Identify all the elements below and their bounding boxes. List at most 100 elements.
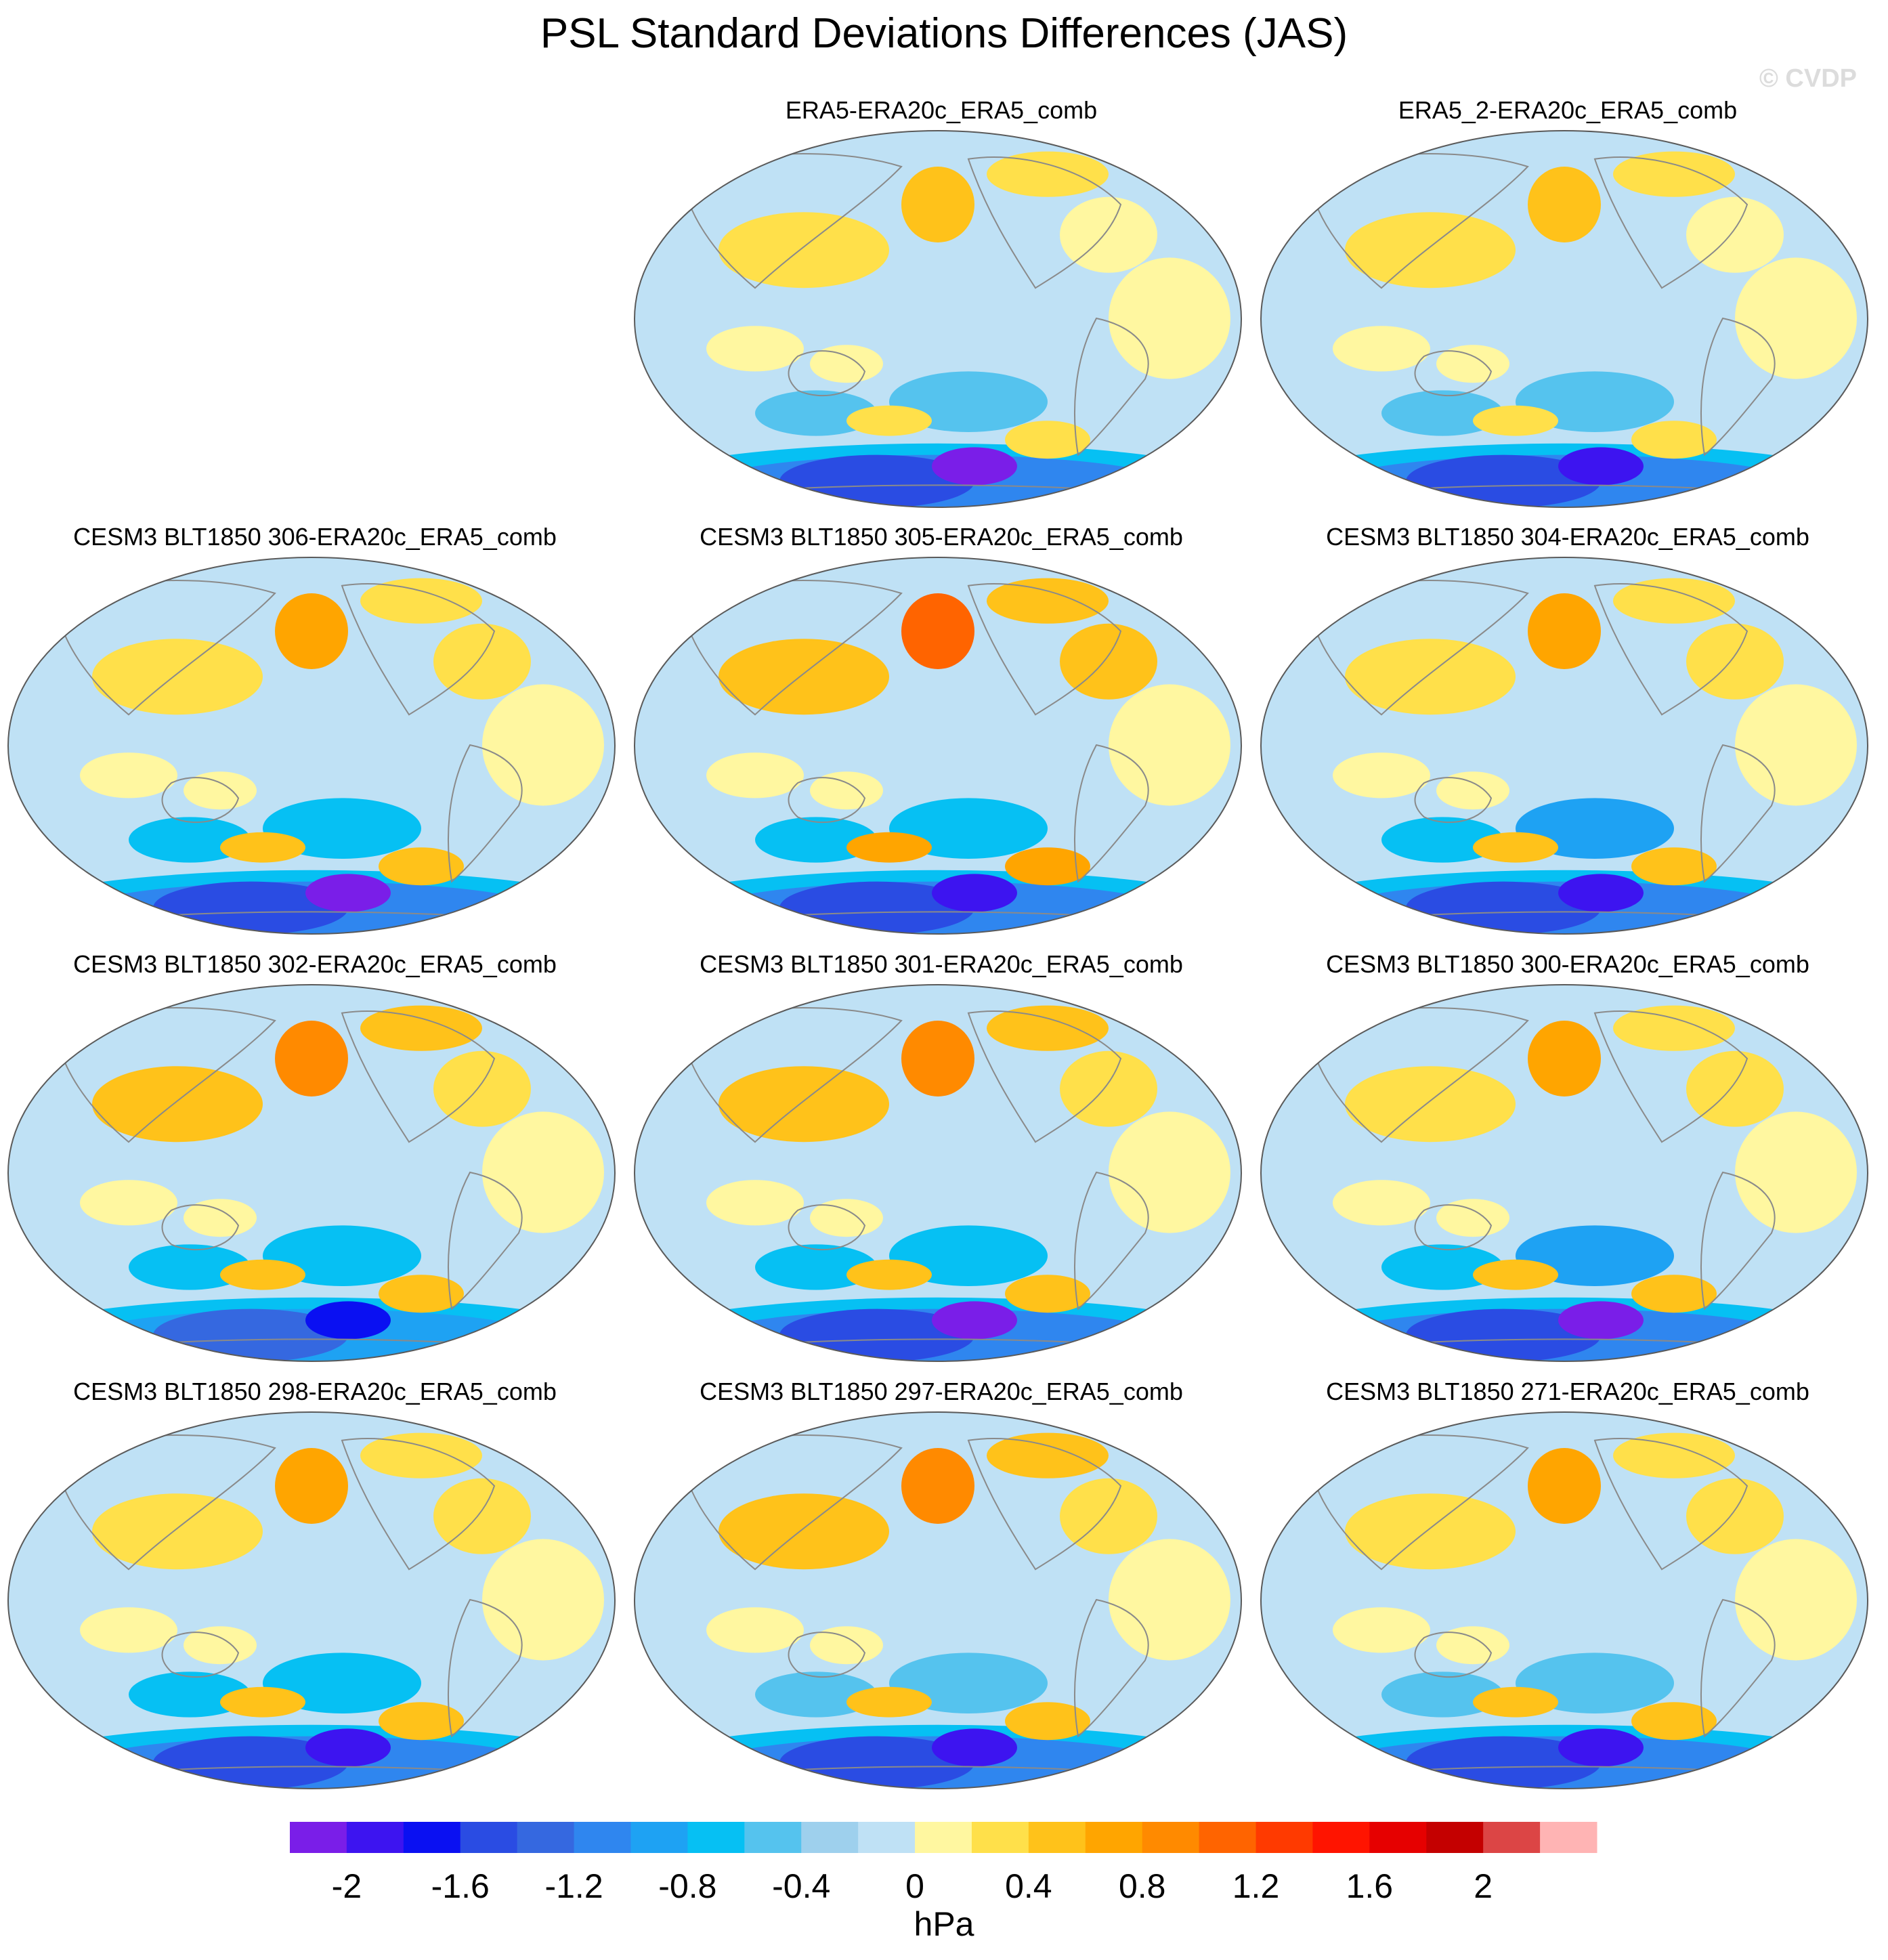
map-svg [634,984,1242,1362]
coastline [967,1438,1122,1571]
field-contour-blob [129,1671,251,1718]
colorbar-bin [1256,1822,1313,1853]
coastline [161,1632,240,1678]
field-contour-blob [1558,1301,1644,1340]
field-contour-blob [1558,447,1644,486]
colorbar-bin [1199,1822,1257,1853]
panel-title: ERA5-ERA20c_ERA5_comb [785,96,1098,124]
map-border [1260,130,1868,508]
panel-title: CESM3 BLT1850 304-ERA20c_ERA5_comb [1326,523,1809,551]
panel-title: CESM3 BLT1850 306-ERA20c_ERA5_comb [73,523,557,551]
field-contour-blob [932,447,1017,486]
colorbar-bin [1369,1822,1427,1853]
colorbar-tick-label: -1.2 [544,1867,603,1905]
field-contour-blob [360,1432,482,1478]
field-contour-blob [706,326,804,372]
map-panel: CESM3 BLT1850 306-ERA20c_ERA5_comb [7,523,623,956]
field-contour-blob [1005,1275,1090,1313]
field-contour-blob [1631,1702,1717,1741]
field-contour-blob [1109,257,1230,379]
coastline [1700,744,1776,883]
field-contour-blob [1381,390,1503,436]
field-contour-blob [80,1180,177,1226]
coastline [1593,156,1748,289]
colorbar-tick-label: 1.6 [1346,1867,1394,1905]
panel-title: CESM3 BLT1850 302-ERA20c_ERA5_comb [73,950,557,978]
map-panel: CESM3 BLT1850 297-ERA20c_ERA5_comb [633,1378,1249,1811]
colorbar-bin [574,1822,631,1853]
field-contour-blob [1613,578,1735,624]
field-contour-blob [706,752,804,798]
colorbar-bin [630,1822,688,1853]
colorbar-bin [1540,1822,1597,1853]
colorbar-tick-label: -0.8 [658,1867,716,1905]
field-contour-blob [1735,1539,1857,1661]
colorbar-tick-label: 0.4 [1005,1867,1052,1905]
map-border [7,1411,616,1789]
map-border [7,557,616,935]
field-contour-blob [932,1301,1017,1340]
field-contour-blob [901,593,974,669]
field-contour-blob [1528,593,1601,669]
field-contour-blob [718,212,889,289]
panel-title: CESM3 BLT1850 297-ERA20c_ERA5_comb [700,1378,1183,1405]
coastline [788,350,866,397]
field-contour-blob [1528,167,1601,242]
colorbar-tick-label: -0.4 [772,1867,830,1905]
field-contour-blob [1005,847,1090,886]
field-contour-blob [901,1021,974,1096]
colorbar-bin [517,1822,575,1853]
map-panel: CESM3 BLT1850 271-ERA20c_ERA5_comb [1260,1378,1876,1811]
field-contour-blob [1528,1021,1601,1096]
field-contour-blob [220,1686,305,1718]
colorbar-tick-label: -2 [332,1867,362,1905]
field-contour-blob [1631,847,1717,886]
field-contour-blob [901,167,974,242]
coastline [161,777,240,824]
map-svg [7,557,616,935]
field-contour-blob [755,390,877,436]
map-panel: CESM3 BLT1850 301-ERA20c_ERA5_comb [633,950,1249,1384]
field-contour-blob [305,1728,391,1767]
field-contour-blob [1345,1493,1516,1570]
field-contour-blob [129,817,251,863]
field-contour-blob [275,1021,348,1096]
colorbar-bin [687,1822,745,1853]
colorbar-bin [290,1822,347,1853]
map-panel: ERA5_2-ERA20c_ERA5_comb [1260,96,1876,530]
panel-title: CESM3 BLT1850 298-ERA20c_ERA5_comb [73,1378,557,1405]
colorbar-bin [744,1822,802,1853]
field-contour-blob [220,832,305,863]
field-contour-blob [846,405,932,436]
coastline [1414,350,1493,397]
field-contour-blob [846,832,932,863]
colorbar-bin [346,1822,404,1853]
coastline [1700,1171,1776,1311]
field-contour-blob [1109,1111,1230,1233]
colorbar-tick-label: 0 [905,1867,924,1905]
field-contour-blob [1558,1728,1644,1767]
field-contour-blob [932,1728,1017,1767]
field-contour-blob [305,1301,391,1340]
coastline [1593,583,1748,716]
colorbar-bin [460,1822,518,1853]
coastline [448,1598,523,1738]
field-contour-blob [482,684,604,806]
colorbar-bin [858,1822,916,1853]
field-contour-blob [1735,684,1857,806]
field-contour-blob [275,1448,348,1524]
field-contour-blob [755,817,877,863]
field-contour-blob [987,578,1109,624]
field-contour-blob [1345,639,1516,715]
field-contour-blob [1109,684,1230,806]
field-contour-blob [360,578,482,624]
map-svg [1260,984,1868,1362]
colorbar-bin [801,1822,859,1853]
colorbar: -2 -1.6 -1.2 -0.8 -0.4 0 0.4 0.8 1.2 1.6 2 hPa [290,1822,1597,1943]
coastline [161,1204,240,1251]
map-border [1260,557,1868,935]
map-panel: ERA5-ERA20c_ERA5_comb [633,96,1249,530]
map-border [7,984,616,1362]
colorbar-bin [1483,1822,1541,1853]
field-contour-blob [718,1066,889,1143]
